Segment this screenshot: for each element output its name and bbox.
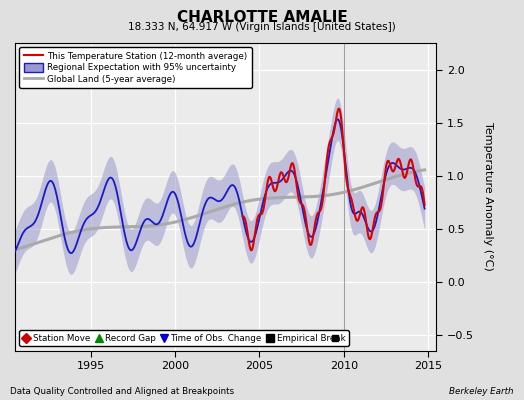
- Text: Berkeley Earth: Berkeley Earth: [449, 387, 514, 396]
- Text: CHARLOTTE AMALIE: CHARLOTTE AMALIE: [177, 10, 347, 25]
- Text: 18.333 N, 64.917 W (Virgin Islands [United States]): 18.333 N, 64.917 W (Virgin Islands [Unit…: [128, 22, 396, 32]
- Y-axis label: Temperature Anomaly (°C): Temperature Anomaly (°C): [483, 122, 493, 271]
- Text: Data Quality Controlled and Aligned at Breakpoints: Data Quality Controlled and Aligned at B…: [10, 387, 235, 396]
- Legend: Station Move, Record Gap, Time of Obs. Change, Empirical Break: Station Move, Record Gap, Time of Obs. C…: [19, 330, 348, 346]
